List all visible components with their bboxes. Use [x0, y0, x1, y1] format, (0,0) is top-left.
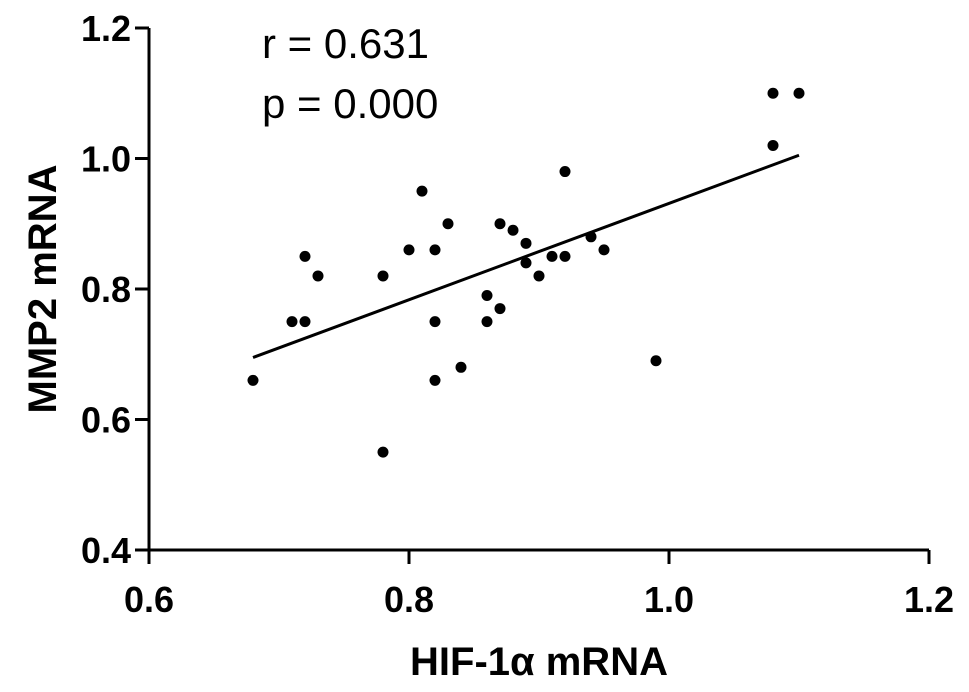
data-point: [650, 355, 662, 367]
data-point: [793, 87, 805, 99]
x-tick-label: 1.0: [644, 579, 694, 620]
data-point: [429, 316, 441, 328]
data-point: [377, 270, 389, 282]
data-point: [299, 250, 311, 262]
data-point: [299, 316, 311, 328]
regression-line: [252, 153, 800, 359]
data-point: [286, 316, 298, 328]
y-tick-label: 0.8: [81, 269, 131, 310]
data-point: [403, 244, 415, 256]
data-point: [546, 250, 558, 262]
annotation-r: r = 0.631: [262, 20, 429, 67]
x-tick-label: 0.6: [124, 579, 174, 620]
x-tick-label: 1.2: [904, 579, 954, 620]
ticks: 0.6 0.8 1.0 1.2 0.4 0.6 0.8 1.0 1.2: [81, 8, 954, 620]
data-point: [533, 270, 545, 282]
data-point: [312, 270, 324, 282]
data-point: [585, 231, 597, 243]
data-point: [377, 446, 389, 458]
data-point: [247, 374, 259, 386]
data-point: [481, 316, 493, 328]
y-tick-label: 1.0: [81, 139, 131, 180]
data-point: [520, 237, 532, 249]
y-axis-title: MMP2 mRNA: [21, 165, 65, 414]
regression-line-group: [252, 153, 800, 359]
data-point: [416, 185, 428, 197]
x-axis-title: HIF-1α mRNA: [410, 640, 668, 684]
data-point: [767, 87, 779, 99]
data-point: [598, 244, 610, 256]
data-point: [559, 166, 571, 178]
data-point: [494, 218, 506, 230]
data-point: [455, 361, 467, 373]
x-tick-label: 0.8: [384, 579, 434, 620]
data-point: [767, 139, 779, 151]
data-point: [429, 244, 441, 256]
data-point: [507, 224, 519, 236]
annotation-p: p = 0.000: [262, 80, 438, 127]
y-tick-label: 0.6: [81, 400, 131, 441]
data-point: [494, 303, 506, 315]
data-point: [481, 290, 493, 302]
data-point: [442, 218, 454, 230]
y-tick-label: 0.4: [81, 530, 131, 571]
data-point: [559, 250, 571, 262]
y-tick-label: 1.2: [81, 8, 131, 49]
data-points: [247, 87, 805, 458]
data-point: [429, 374, 441, 386]
data-point: [520, 257, 532, 269]
